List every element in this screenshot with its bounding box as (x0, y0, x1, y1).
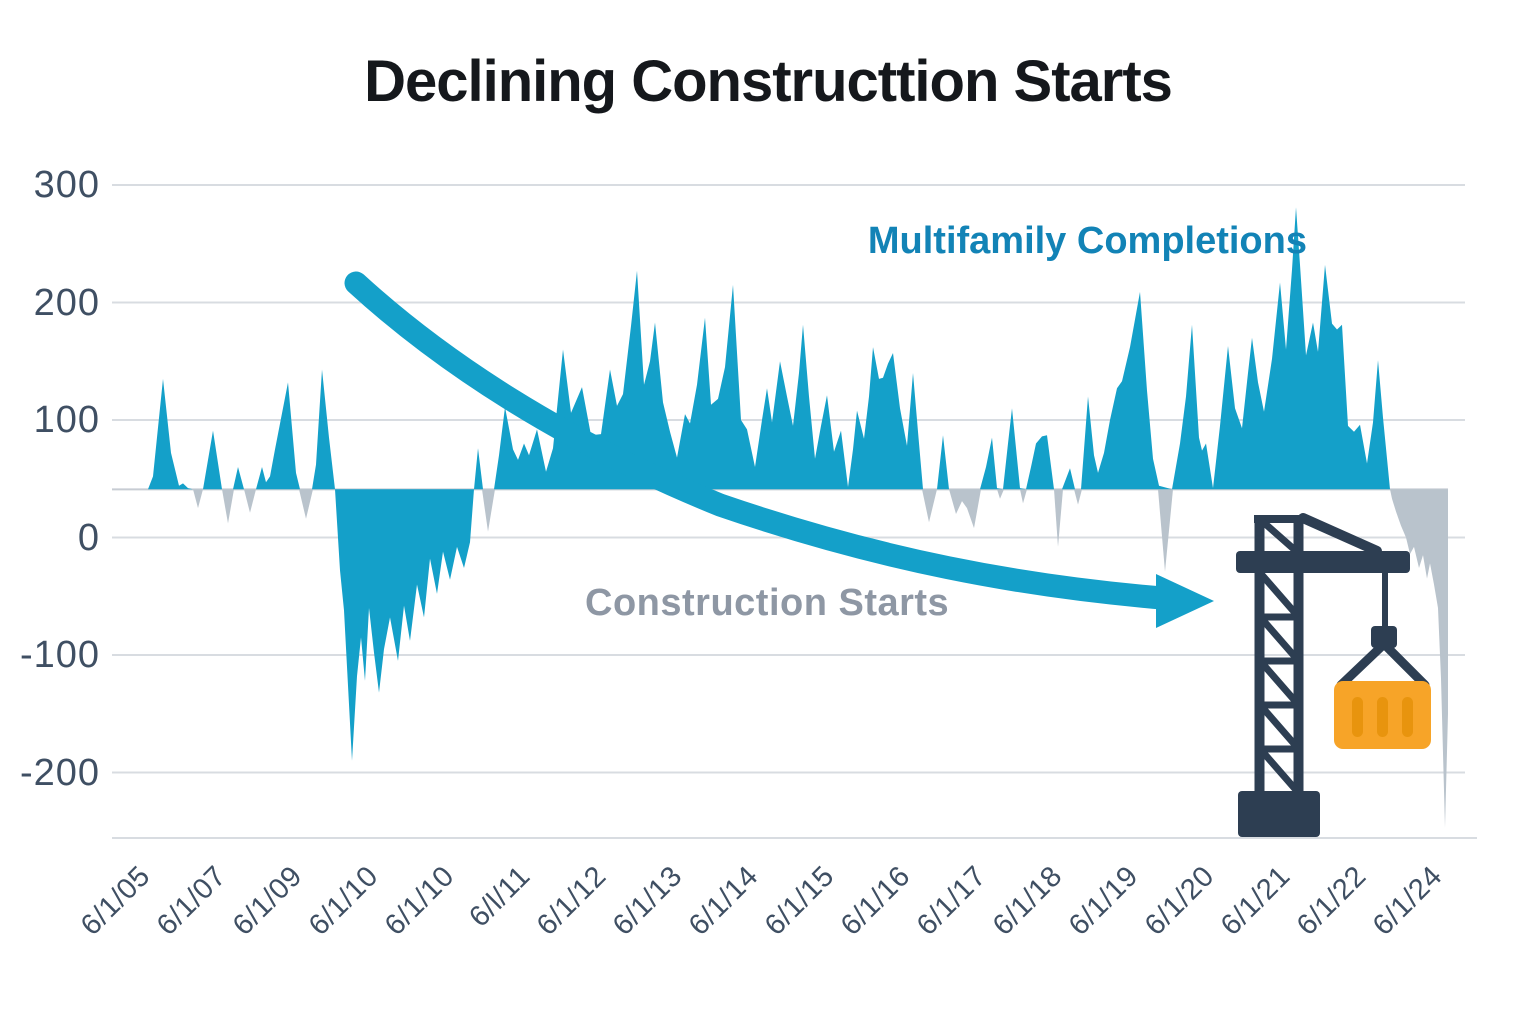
declining-trend-arrow (344, 271, 1174, 610)
y-tick-label: 0 (77, 516, 100, 559)
crane-icon (1236, 513, 1431, 837)
arrow-head-icon (1156, 574, 1214, 628)
starts-area (1158, 489, 1173, 572)
starts-area (1074, 489, 1082, 505)
starts-area (482, 489, 495, 532)
starts-area (1020, 489, 1027, 504)
y-tick-label: -100 (19, 634, 100, 676)
starts-area (193, 489, 203, 509)
starts-series-label: Construction Starts (585, 582, 950, 624)
starts-area (222, 489, 234, 524)
chart-title: Declining Constructtion Starts (364, 49, 1173, 114)
y-tick-label: 300 (33, 164, 100, 206)
y-tick-label: 100 (33, 399, 100, 441)
starts-area (922, 489, 937, 523)
crane-base (1238, 791, 1320, 837)
starts-area (997, 489, 1004, 499)
crane-hook-block (1371, 626, 1397, 648)
completions-area (148, 207, 1390, 761)
y-tick-label: -200 (19, 751, 100, 794)
cargo-container-icon (1334, 681, 1431, 749)
starts-area (949, 489, 981, 529)
starts-area (1054, 489, 1063, 547)
y-tick-label: 200 (33, 281, 100, 324)
starts-area (1390, 489, 1448, 828)
starts-area (244, 489, 256, 513)
starts-area (299, 489, 313, 519)
crane-jib (1236, 551, 1410, 573)
chart-layer (112, 184, 1477, 839)
completions-series-label: Multifamily Completions (867, 220, 1307, 262)
